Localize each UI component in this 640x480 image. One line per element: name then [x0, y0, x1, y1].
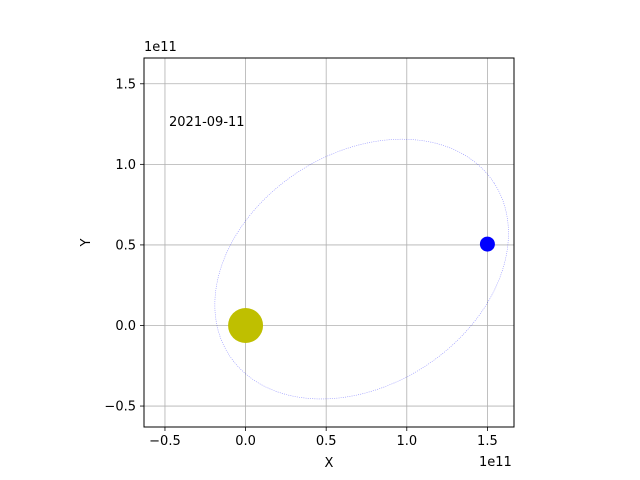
y-tick-label: −0.5 — [104, 400, 136, 415]
y-ticks: −0.5 0.0 0.5 1.0 1.5 — [104, 77, 144, 415]
x-tick-label: 0.5 — [316, 434, 337, 449]
planet-marker — [479, 236, 495, 252]
x-tick-label: −0.5 — [149, 434, 181, 449]
x-tick-label: 1.5 — [477, 434, 498, 449]
y-axis-label: Y — [79, 238, 94, 247]
y-tick-label: 1.0 — [115, 158, 136, 173]
x-tick-label: 1.0 — [396, 434, 417, 449]
x-ticks: −0.5 0.0 0.5 1.0 1.5 — [149, 427, 498, 449]
x-offset-label: 1e11 — [479, 455, 512, 470]
bodies-layer — [228, 236, 495, 343]
date-annotation: 2021-09-11 — [169, 115, 245, 130]
y-tick-label: 0.0 — [115, 319, 136, 334]
axes-frame — [143, 57, 515, 428]
grid-lines — [144, 58, 514, 427]
y-tick-label: 0.5 — [115, 238, 136, 253]
x-axis-label: X — [325, 456, 334, 471]
x-tick-label: 0.0 — [235, 434, 256, 449]
orbit-path — [214, 138, 509, 400]
y-offset-label: 1e11 — [144, 40, 177, 55]
y-tick-label: 1.5 — [115, 77, 136, 92]
orbit-layer — [214, 138, 509, 400]
sun-marker — [228, 307, 264, 343]
